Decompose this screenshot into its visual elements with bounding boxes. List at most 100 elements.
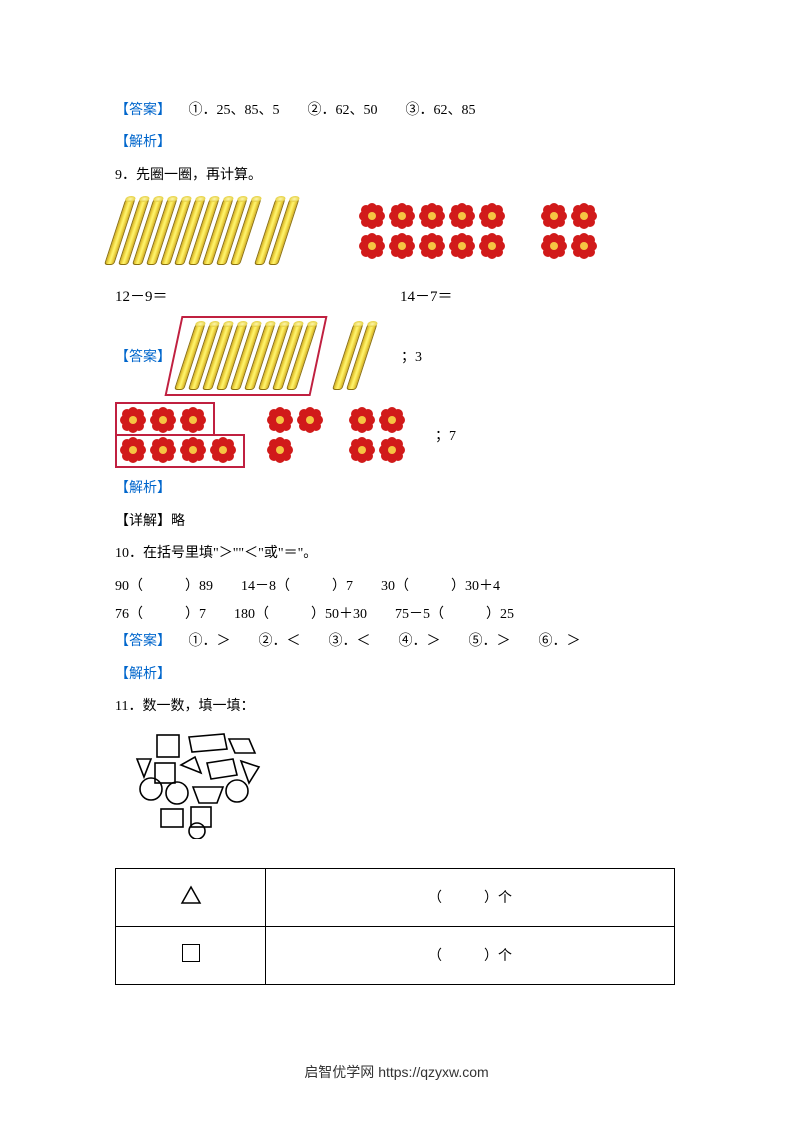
sticks-12 [115,197,289,265]
q10-answers: ①．＞ ②．＜ ③．＜ ④．＞ ⑤．＞ ⑥．＞ [175,634,581,649]
flowers-row [120,407,236,433]
flower-icon [210,437,236,463]
flower-icon [150,437,176,463]
q9-answer-flowers-row: ；7 [115,402,678,468]
triangle-cell [116,868,266,926]
flower-icon [297,407,323,433]
flower-icon [541,203,567,229]
ans-flowers-result: ；7 [435,425,456,445]
q8-analysis-label: 【解析】 [115,132,678,154]
flowers-block-4 [541,203,597,259]
flower-icon [541,203,567,229]
table-row: （ ）个 [116,926,675,984]
sticks-bundle-circled [185,322,307,390]
q10-row2: 76（ ）7 180（ ）50＋30 75－5（ ）25 [115,603,678,623]
flower-icon [349,407,375,433]
flower-icon [379,437,405,463]
square-icon [182,944,200,962]
flower-icon [150,407,176,433]
q10-r1-i1: 90（ ）89 [115,575,213,595]
q9-equations: 12－9＝ 14－7＝ [115,285,678,306]
flowers-block-right [349,407,405,463]
flower-icon [349,437,375,463]
flower-icon [571,233,597,259]
flower-icon [479,203,505,229]
flower-icon [419,203,445,229]
triangle-count-cell: （ ）个 [266,868,675,926]
flower-icon [150,407,176,433]
flower-icon [120,407,146,433]
q9-analysis-label: 【解析】 [115,478,678,500]
sticks-bundle-2 [265,197,289,265]
flowers-row [541,233,597,259]
flowers-block-mid [267,407,323,463]
flower-icon [359,203,385,229]
flower-icon [479,233,505,259]
q10-r1-i3: 30（ ）30＋4 [381,575,500,595]
flower-icon [389,203,415,229]
flower-icon [479,203,505,229]
flower-icon [389,233,415,259]
eq1: 12－9＝ [115,285,400,306]
q10-analysis-label: 【解析】 [115,664,678,686]
flowers-row [267,437,323,463]
sticks-bundle-outside [343,322,367,390]
flower-icon [359,233,385,259]
q9-title: 9．先圈一圈，再计算。 [115,165,678,187]
flower-icon [297,407,323,433]
flower-icon [479,233,505,259]
flower-icon [571,233,597,259]
answer-label: 【答案】 [115,346,171,366]
flowers-block-10 [359,203,505,259]
flower-icon [267,407,293,433]
flower-icon [541,233,567,259]
flower-icon [419,233,445,259]
flower-icon [571,203,597,229]
flower-icon [267,437,293,463]
flowers-row [267,407,323,433]
flower-icon [419,233,445,259]
flowers-row [541,203,597,229]
flower-icon [349,437,375,463]
flower-icon [120,437,146,463]
flower-icon [349,407,375,433]
flower-icon [541,233,567,259]
shapes-svg [129,729,289,839]
flower-icon [359,203,385,229]
q10-r2-i1: 76（ ）7 [115,603,206,623]
flower-icon [379,407,405,433]
q9-detail: 【详解】略 [115,511,678,533]
flowers-circled-7 [115,402,241,468]
square-count-cell: （ ）个 [266,926,675,984]
flower-icon [180,437,206,463]
q11-title: 11．数一数，填一填： [115,696,678,718]
flower-icon [389,203,415,229]
q11-table: （ ）个 （ ）个 [115,868,675,985]
sticks-circled-9 [179,316,313,396]
flowers-block-circled [120,407,236,463]
q10-r2-i2: 180（ ）50＋30 [234,603,367,623]
ans-sticks-result: ；3 [401,346,422,366]
flower-icon [449,233,475,259]
flower-icon [180,407,206,433]
answer-label: 【答案】 [115,634,171,649]
q10-title: 10．在括号里填"＞""＜"或"＝"。 [115,543,678,565]
flower-icon [389,233,415,259]
flower-icon [449,233,475,259]
q11-shapes-scatter [129,729,678,844]
flowers-row [359,233,505,259]
flower-icon [180,407,206,433]
flowers-row [359,203,505,229]
flower-icon [180,437,206,463]
q10-r2-i3: 75－5（ ）25 [395,603,514,623]
flower-icon [120,437,146,463]
answer-label: 【答案】 [115,103,171,118]
flower-icon [210,437,236,463]
flower-icon [359,233,385,259]
page-footer: 启智优学网 https://qzyxw.com [0,1062,793,1082]
eq2: 14－7＝ [400,285,453,306]
table-row: （ ）个 [116,868,675,926]
q10-row1: 90（ ）89 14－8（ ）7 30（ ）30＋4 [115,575,678,595]
q10-answer-line: 【答案】 ①．＞ ②．＜ ③．＜ ④．＞ ⑤．＞ ⑥．＞ [115,631,678,653]
q9-top-visual [115,197,678,265]
